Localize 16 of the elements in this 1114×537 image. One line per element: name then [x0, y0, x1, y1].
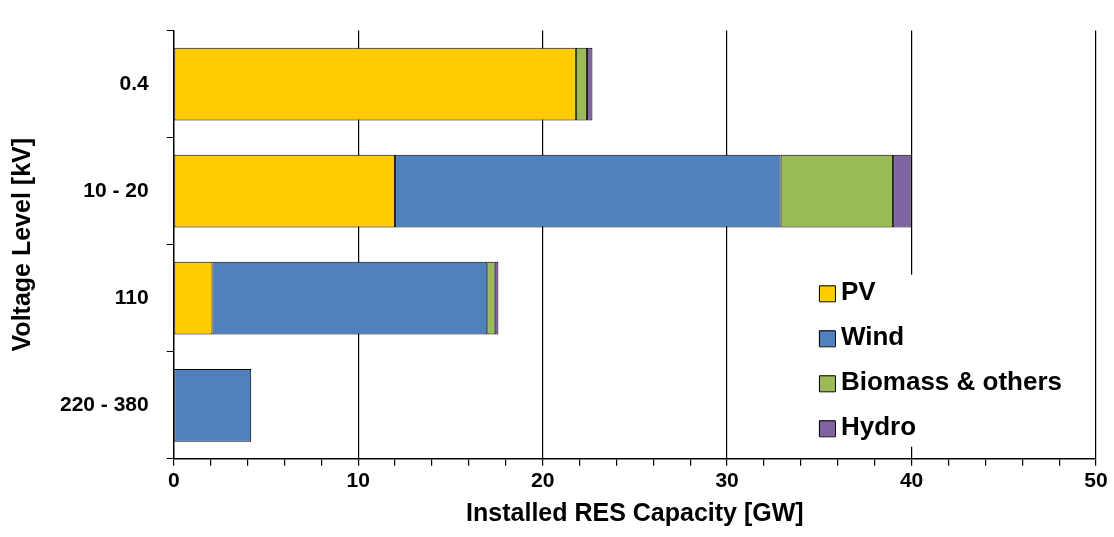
- legend-label: Biomass & others: [840, 366, 1063, 397]
- x-tick-label: 0: [167, 468, 180, 492]
- legend-label: Hydro: [840, 411, 917, 442]
- x-tick-label: 20: [530, 468, 555, 492]
- x-axis-title: Installed RES Capacity [GW]: [466, 497, 804, 526]
- y-tick-label: 110: [114, 285, 149, 309]
- x-tick-label: 50: [1084, 468, 1108, 492]
- y-tick-label: 0.4: [119, 70, 150, 94]
- legend-label: Wind: [840, 321, 905, 352]
- y-tick-label: 10 - 20: [83, 177, 149, 201]
- x-tick-label: 40: [899, 468, 924, 492]
- legend-label: PV: [840, 276, 877, 307]
- x-tick-label: 30: [715, 468, 739, 492]
- y-tick-label: 220 - 380: [59, 392, 149, 416]
- y-axis-title: Voltage Level [kV]: [6, 137, 35, 352]
- x-tick-label: 10: [346, 468, 370, 492]
